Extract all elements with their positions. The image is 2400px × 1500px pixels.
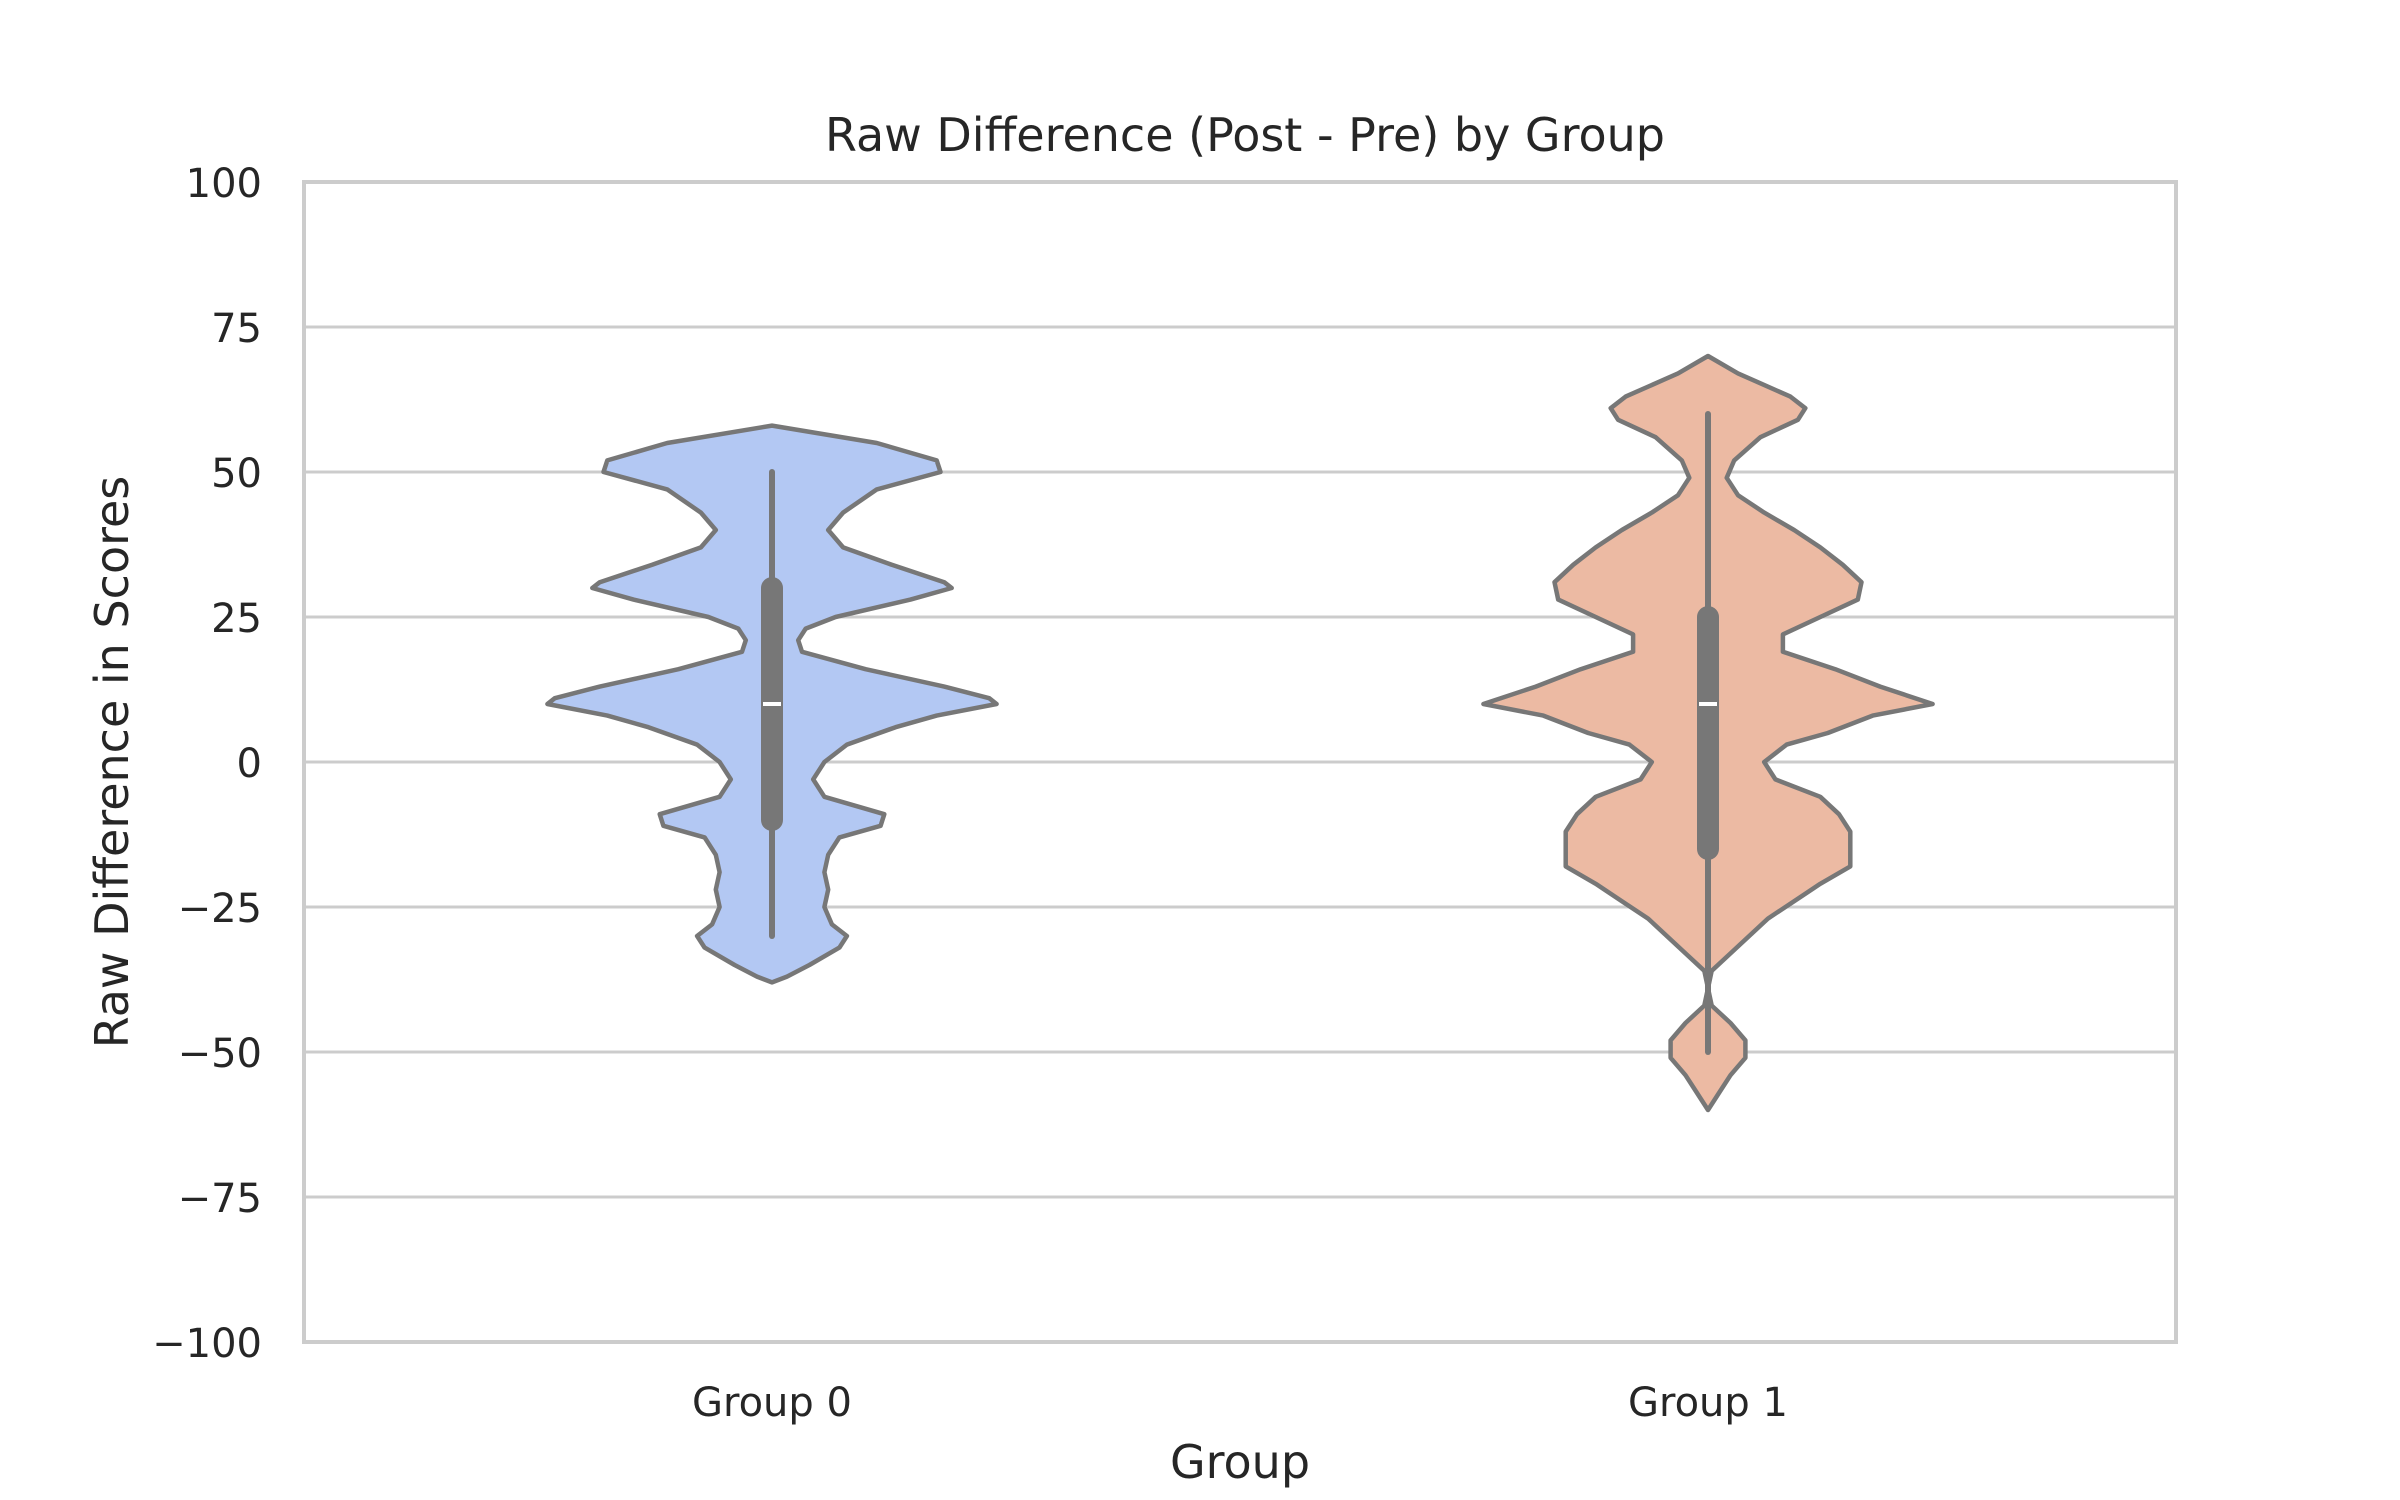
y-tick-label: 25 [211, 596, 262, 642]
y-tick-label: −100 [152, 1321, 262, 1367]
plot-frame [302, 180, 2178, 1344]
x-axis-ticks: Group 0 Group 1 [692, 1380, 1788, 1426]
y-tick-label: −50 [178, 1031, 262, 1077]
grid [304, 180, 2176, 1344]
x-tick-label: Group 1 [1628, 1380, 1788, 1426]
y-axis-ticks: 100 75 50 25 0 −25 −50 −75 −100 [152, 161, 262, 1367]
x-tick-label: Group 0 [692, 1380, 852, 1426]
y-axis-label: Raw Difference in Scores [85, 476, 139, 1049]
violins [545, 353, 1935, 1113]
y-tick-label: 100 [186, 161, 262, 207]
y-tick-label: −25 [178, 886, 262, 932]
x-axis-label: Group [1170, 1435, 1310, 1489]
y-tick-label: 0 [237, 741, 262, 787]
y-tick-label: −75 [178, 1176, 262, 1222]
chart-title: Raw Difference (Post - Pre) by Group [825, 108, 1665, 162]
y-tick-label: 50 [211, 451, 262, 497]
y-tick-label: 75 [211, 306, 262, 352]
